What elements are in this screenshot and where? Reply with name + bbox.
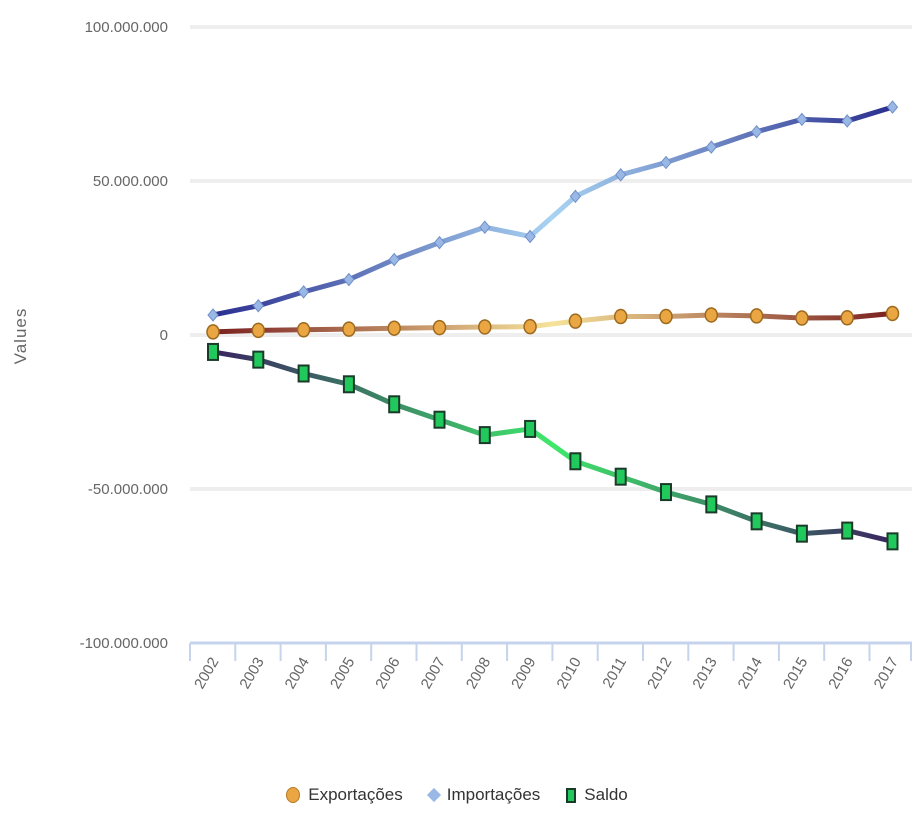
circle-marker-icon: [286, 787, 301, 803]
data-point-saldo[interactable]: [569, 452, 582, 471]
diamond-marker-icon: [426, 787, 441, 803]
data-point-exportacoes[interactable]: [523, 318, 537, 335]
y-tick-label: 50.000.000: [93, 173, 168, 190]
data-point-saldo[interactable]: [478, 426, 491, 445]
data-point-saldo[interactable]: [252, 350, 265, 369]
x-tick-label: 2003: [236, 655, 267, 692]
data-point-importacoes[interactable]: [207, 308, 219, 322]
data-point-importacoes[interactable]: [886, 100, 899, 114]
data-point-saldo[interactable]: [342, 375, 355, 394]
data-point-importacoes[interactable]: [750, 124, 763, 139]
data-point-exportacoes[interactable]: [795, 310, 809, 326]
data-point-saldo[interactable]: [297, 364, 310, 383]
square-marker-icon: [566, 787, 577, 803]
grid-lines: [190, 25, 912, 491]
x-tick-label: 2014: [735, 655, 766, 692]
x-tick-label: 2012: [644, 655, 675, 692]
x-tick-label: 2009: [508, 655, 539, 692]
x-tick-label: 2017: [871, 655, 902, 692]
data-point-exportacoes[interactable]: [659, 308, 673, 325]
series-layer: [206, 100, 900, 551]
data-point-exportacoes[interactable]: [296, 322, 311, 338]
x-tick-label: 2002: [191, 655, 222, 692]
data-point-saldo[interactable]: [660, 483, 672, 502]
data-point-exportacoes[interactable]: [704, 307, 719, 323]
data-point-exportacoes[interactable]: [568, 313, 583, 329]
legend-item-importacoes[interactable]: Importações: [426, 785, 541, 805]
data-point-saldo[interactable]: [207, 342, 219, 361]
data-point-saldo[interactable]: [614, 467, 627, 486]
y-axis-label: Values: [11, 308, 30, 365]
data-point-importacoes[interactable]: [252, 298, 264, 313]
data-point-exportacoes[interactable]: [885, 305, 900, 322]
data-point-importacoes[interactable]: [841, 114, 853, 128]
data-point-exportacoes[interactable]: [387, 320, 401, 336]
y-axis: 100.000.000 50.000.000 0 -50.000.000 -100.00…: [80, 19, 168, 652]
x-tick-label: 2010: [553, 655, 584, 692]
legend-item-exportacoes[interactable]: Exportações: [286, 785, 403, 805]
data-point-saldo[interactable]: [750, 512, 763, 531]
legend-label: Importações: [446, 785, 541, 804]
x-tick-label: 2007: [418, 655, 449, 692]
legend: Exportações Importações Saldo: [0, 785, 914, 805]
x-axis: 2002 2003 2004 2005 2006 2007 2008 2009 2010 2011…: [189, 641, 912, 692]
x-tick-label: 2011: [599, 655, 630, 691]
data-point-exportacoes[interactable]: [478, 319, 492, 335]
x-tick-label: 2013: [689, 655, 720, 692]
data-point-saldo[interactable]: [705, 495, 718, 514]
y-tick-label: -50.000.000: [88, 481, 168, 498]
data-point-importacoes[interactable]: [569, 189, 582, 204]
data-point-importacoes[interactable]: [433, 235, 446, 250]
series-line-0: [212, 310, 893, 335]
data-point-importacoes[interactable]: [796, 112, 808, 127]
y-tick-label: -100.000.000: [80, 635, 168, 652]
data-point-saldo[interactable]: [795, 524, 808, 543]
x-tick-label: 2006: [372, 655, 403, 692]
data-point-saldo[interactable]: [886, 532, 899, 551]
data-point-saldo[interactable]: [524, 419, 537, 438]
data-point-importacoes[interactable]: [524, 229, 536, 244]
data-point-importacoes[interactable]: [297, 285, 310, 299]
x-tick-label: 2008: [463, 655, 494, 692]
data-point-importacoes[interactable]: [660, 155, 672, 170]
data-point-exportacoes[interactable]: [251, 322, 266, 339]
data-point-exportacoes[interactable]: [206, 324, 220, 340]
legend-item-saldo[interactable]: Saldo: [566, 785, 628, 805]
line-chart: 100.000.000 50.000.000 0 -50.000.000 -100.00…: [11, 19, 912, 692]
series-line-1: [212, 104, 894, 318]
x-tick-label: 2005: [327, 655, 358, 692]
data-point-importacoes[interactable]: [705, 140, 717, 154]
data-point-exportacoes[interactable]: [432, 319, 447, 336]
legend-label: Exportações: [308, 785, 403, 804]
data-point-saldo[interactable]: [433, 410, 446, 429]
x-tick-label: 2016: [825, 655, 856, 692]
data-point-exportacoes[interactable]: [342, 321, 356, 337]
data-point-saldo[interactable]: [841, 521, 854, 540]
data-point-importacoes[interactable]: [615, 168, 627, 182]
y-tick-label: 100.000.000: [85, 19, 168, 36]
series-line-2: [212, 349, 894, 544]
x-tick-label: 2004: [282, 655, 313, 692]
data-point-importacoes[interactable]: [388, 252, 400, 267]
data-point-importacoes[interactable]: [343, 272, 355, 287]
data-point-importacoes[interactable]: [479, 220, 491, 234]
y-tick-label: 0: [160, 327, 168, 344]
data-point-exportacoes[interactable]: [749, 308, 764, 324]
x-tick-label: 2015: [780, 655, 811, 692]
data-point-saldo[interactable]: [388, 395, 401, 414]
legend-label: Saldo: [584, 785, 628, 804]
data-point-exportacoes[interactable]: [840, 310, 854, 326]
data-point-exportacoes[interactable]: [613, 308, 628, 325]
